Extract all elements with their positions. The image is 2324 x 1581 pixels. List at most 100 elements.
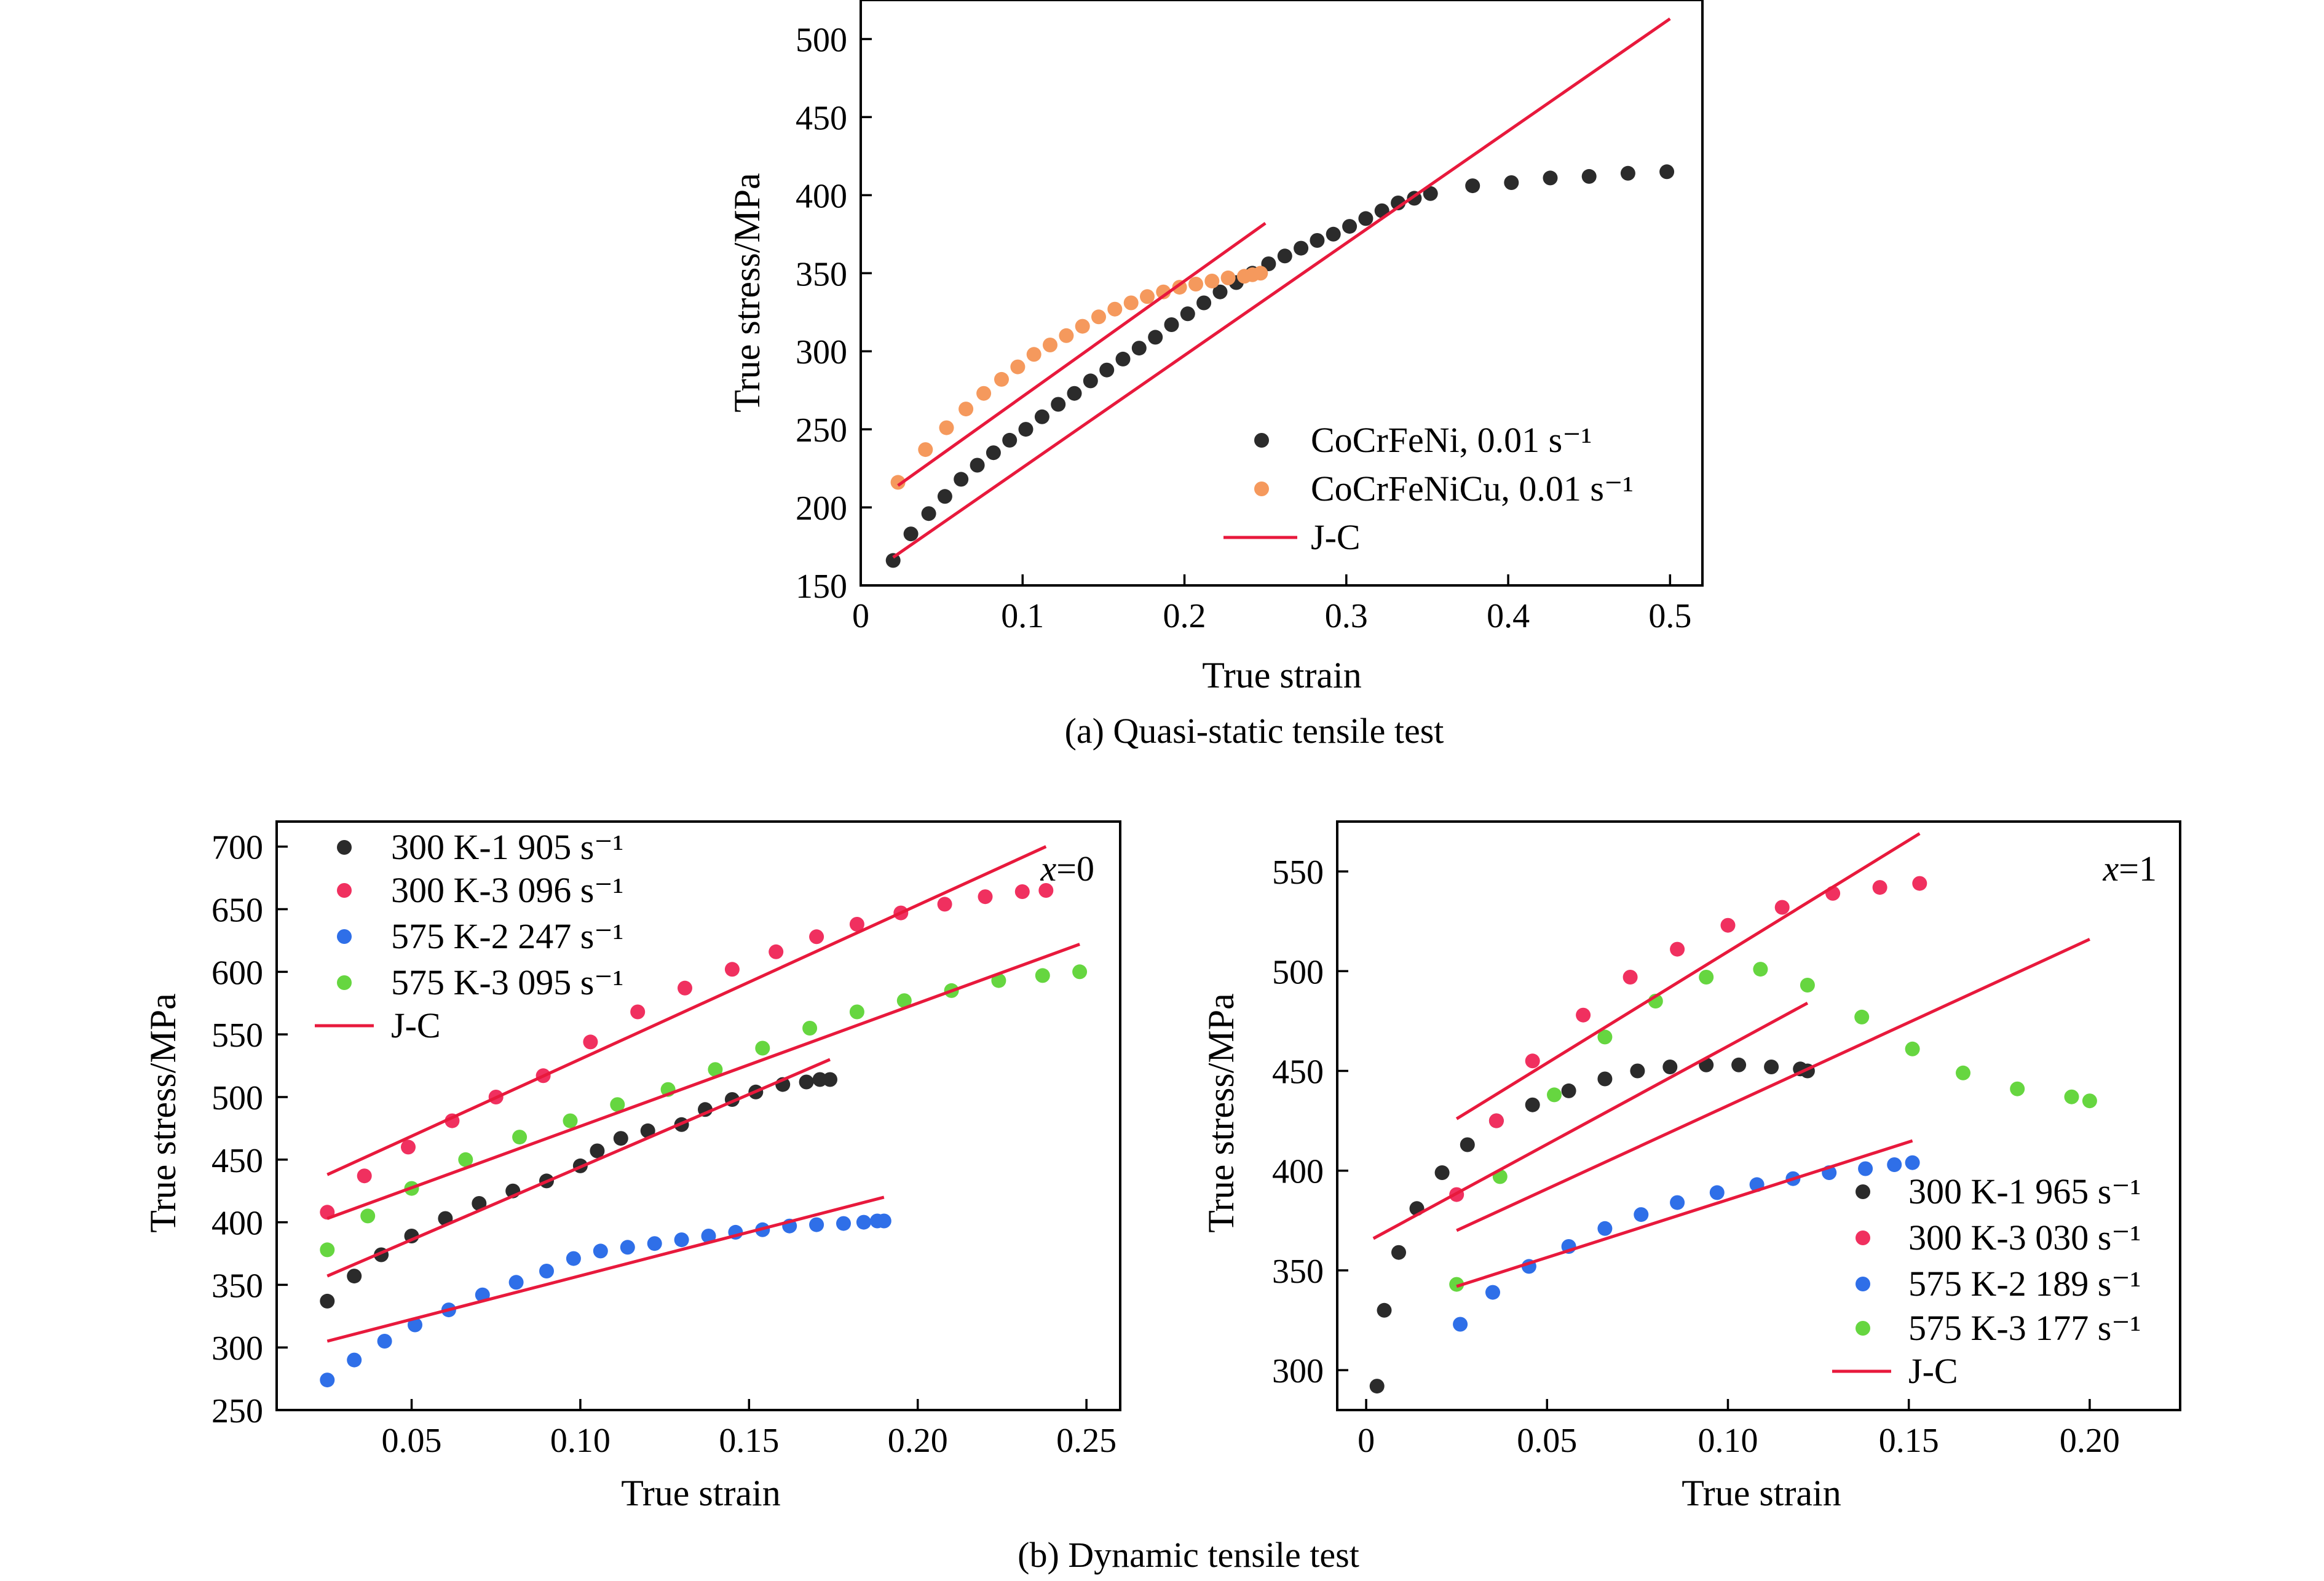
data-point-b1-s0-9 [590,1143,605,1159]
legend-label-cocrfeni: CoCrFeNi, 0.01 s⁻¹ [1311,420,1592,460]
jc-line-b2-1 [1372,1002,1809,1240]
data-point-b2-s1-7 [1774,900,1790,915]
data-point-b2-s3-12 [2064,1089,2079,1104]
data-point-b1-s1-6 [583,1034,598,1050]
data-point-b2-s1-9 [1872,880,1887,895]
legend-b2: 300 K-1 965 s⁻¹ 300 K-3 030 s⁻¹ 575 K-2 … [1832,1171,2141,1391]
data-point-a-s0-16 [1148,330,1163,345]
data-point-a-s1-11 [1091,309,1106,325]
x-tick-label-b2-1: 0.05 [1517,1422,1577,1460]
jc-line-a-1 [897,221,1267,487]
y-ticks-b2: 300 350 400 450 500 550 [1272,854,1348,1390]
x-tick-label-a-0: 0 [852,597,869,635]
data-point-b2-s0-5 [1460,1137,1475,1152]
legend-marker-575k-2189 [1856,1277,1870,1291]
legend-a: CoCrFeNi, 0.01 s⁻¹ CoCrFeNiCu, 0.01 s⁻¹ … [1223,420,1634,557]
data-point-a-s0-14 [1115,351,1131,367]
plot-frame-a [860,0,1704,587]
data-point-a-s1-4 [976,386,992,401]
data-point-b2-s3-5 [1699,970,1714,985]
data-point-b2-s2-5 [1634,1207,1649,1222]
jc-lines-b1 [326,845,1080,1343]
annotation-x1: x=1 [2103,849,2157,889]
data-point-a-s0-33 [1423,186,1438,201]
data-point-a-s1-15 [1156,284,1171,299]
legend-marker-cocrfenicu [1254,481,1269,496]
jc-line-b2-0 [1455,832,1921,1120]
x-ticks-b2: 0 0.05 0.10 0.15 0.20 [1358,1399,2120,1460]
legend-marker-300k-3030 [1856,1230,1870,1245]
data-point-b2-s0-14 [1764,1060,1779,1074]
jc-line-b1-1 [326,943,1080,1220]
data-point-a-s1-6 [1010,359,1026,374]
data-point-b2-s0-0 [1369,1379,1385,1394]
data-point-a-s0-31 [1391,196,1406,210]
x-tick-label-a-4: 0.4 [1487,597,1530,635]
y-tick-label-b1-8: 650 [211,892,263,930]
legend-b1: 300 K-1 905 s⁻¹ 300 K-3 096 s⁻¹ 575 K-2 … [315,827,623,1045]
data-point-b2-s0-7 [1525,1097,1540,1112]
jc-line-b1-3 [326,1195,885,1343]
y-axis-label-b2: True stress/MPa [1201,993,1241,1233]
data-point-b2-s1-6 [1720,917,1736,933]
x-axis-label-b1: True strain [621,1473,780,1513]
data-point-b2-s1-5 [1670,941,1685,957]
data-point-b1-s3-9 [755,1040,770,1056]
data-points-b1 [320,883,1088,1388]
data-point-b1-s1-14 [937,897,952,912]
y-tick-label-b2-2: 400 [1272,1153,1324,1191]
y-tick-label-b1-9: 700 [211,829,263,867]
data-point-a-s0-2 [921,506,936,521]
y-tick-label-a-7: 500 [796,21,847,59]
y-tick-label-a-6: 450 [796,99,847,137]
data-point-b2-s0-9 [1597,1071,1613,1087]
data-point-b1-s3-11 [849,1004,864,1020]
x-tick-label-b1-1: 0.10 [550,1422,611,1460]
data-point-b2-s0-4 [1434,1165,1450,1180]
data-point-b1-s3-5 [563,1113,578,1128]
legend-label-575k-2189: 575 K-2 189 s⁻¹ [1908,1264,2141,1304]
data-point-a-s0-11 [1067,386,1082,401]
y-tick-label-a-3: 300 [796,333,847,371]
data-point-a-s0-19 [1196,295,1212,311]
y-tick-label-b1-4: 450 [211,1142,263,1180]
data-point-a-s0-36 [1543,170,1558,186]
legend-label-jc-b1: J-C [391,1005,441,1045]
legend-label-575k-3177: 575 K-3 177 s⁻¹ [1908,1308,2141,1348]
data-point-a-s0-10 [1051,397,1066,412]
legend-label-300k-1965: 300 K-1 965 s⁻¹ [1908,1171,2141,1211]
legend-label-575k-3095: 575 K-3 095 s⁻¹ [391,962,623,1002]
data-point-a-s0-0 [885,553,901,568]
data-point-a-s0-18 [1180,306,1195,322]
x-tick-label-b1-2: 0.15 [719,1422,779,1460]
data-point-a-s1-2 [939,420,954,435]
data-point-a-s0-29 [1358,211,1373,226]
x-tick-label-b1-3: 0.20 [888,1422,948,1460]
data-point-b2-s1-1 [1488,1113,1504,1128]
y-tick-label-a-4: 350 [796,255,847,293]
data-point-a-s0-1 [903,526,919,542]
y-tick-label-b1-2: 350 [211,1267,263,1305]
legend-marker-cocrfeni [1254,433,1269,448]
y-tick-label-b1-6: 550 [211,1016,263,1055]
data-point-b1-s3-16 [1072,964,1088,980]
data-point-b1-s1-11 [809,929,824,945]
data-point-b1-s2-10 [620,1240,635,1255]
data-point-b1-s2-2 [377,1334,392,1349]
legend-marker-575k-3095 [337,975,352,990]
legend-marker-575k-3177 [1856,1321,1870,1336]
y-tick-label-a-2: 250 [796,411,847,450]
data-point-b1-s2-6 [508,1275,524,1290]
y-tick-label-b1-5: 500 [211,1079,263,1117]
data-point-a-s0-39 [1659,164,1675,180]
data-points-b2 [1369,876,2097,1394]
data-point-a-s0-37 [1581,168,1597,184]
caption-a: (a) Quasi-static tensile test [1065,711,1444,751]
data-point-b1-s3-8 [708,1062,723,1077]
data-point-b2-s1-3 [1576,1007,1591,1023]
caption-b: (b) Dynamic tensile test [1018,1535,1359,1575]
data-point-b1-s2-18 [836,1216,851,1231]
data-point-b2-s0-2 [1391,1245,1406,1260]
data-point-b2-s0-13 [1731,1057,1747,1072]
